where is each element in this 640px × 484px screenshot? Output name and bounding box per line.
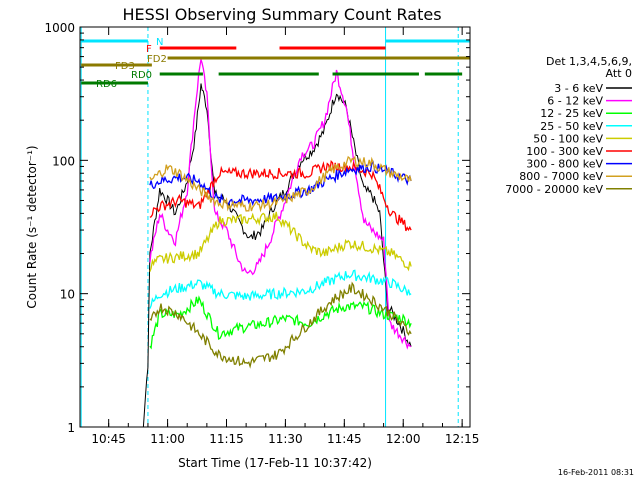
plot-frame: [79, 26, 471, 428]
chart-title: HESSI Observing Summary Count Rates: [122, 5, 441, 24]
x-tick-label: 11:30: [268, 432, 303, 446]
legend-label: 3 - 6 keV: [554, 82, 603, 95]
legend-label: 7000 - 20000 keV: [505, 183, 603, 196]
legend-label: 12 - 25 keV: [540, 107, 603, 120]
y-axis-label: Count Rate (s⁻¹ detector⁻¹): [25, 145, 39, 308]
legend-label: 6 - 12 keV: [547, 95, 603, 108]
x-tick-label: 12:15: [445, 432, 480, 446]
x-tick-label: 11:00: [150, 432, 185, 446]
track-flag-label-rd6: RD6: [96, 79, 117, 90]
y-tick-label: 100: [52, 154, 75, 168]
series-line-7000-20000-kev: [149, 281, 412, 369]
y-tick-label: 1000: [44, 21, 75, 35]
series-line-50-100-kev: [149, 211, 412, 272]
legend-header-line-2: Att 0: [606, 67, 632, 80]
track-flag-label-fd3: FD3: [115, 61, 135, 72]
y-tick-label: 10: [60, 288, 75, 302]
legend-label: 25 - 50 keV: [540, 120, 603, 133]
y-tick-label: 1: [67, 421, 75, 435]
x-axis-label: Start Time (17-Feb-11 10:37:42): [178, 456, 372, 470]
legend-label: 800 - 7000 keV: [519, 170, 603, 183]
track-flag-label-rd0: RD0: [131, 70, 152, 81]
series-line-3-6-kev: [142, 83, 412, 427]
y-axis: 1 10 100 1000: [44, 21, 470, 435]
series-line-6-12-kev: [149, 59, 412, 350]
x-tick-label: 11:15: [209, 432, 244, 446]
series-line-25-50-kev: [149, 269, 412, 309]
series-layer: [142, 59, 412, 427]
track-flag-label-n: N: [156, 37, 163, 48]
x-tick-label: 12:00: [386, 432, 421, 446]
legend-label: 300 - 800 keV: [526, 158, 603, 171]
legend-label: 100 - 300 keV: [526, 145, 603, 158]
track-flag-label-f: F: [146, 44, 152, 55]
series-line-12-25-kev: [149, 295, 412, 350]
legend-header-line-1: Det 1,3,4,5,6,9,: [546, 55, 632, 68]
generation-timestamp: 16-Feb-2011 08:31: [558, 468, 634, 477]
x-tick-label: 11:45: [327, 432, 362, 446]
x-tick-label: 10:45: [91, 432, 126, 446]
x-axis: 10:45 11:00 11:15 11:30 11:45 12:00 12:15: [91, 27, 479, 446]
night-boundaries: [80, 27, 459, 427]
series-line-800-7000-kev: [149, 155, 412, 213]
legend-label: 50 - 100 keV: [533, 132, 603, 145]
track-flag-label-fd2: FD2: [147, 54, 167, 65]
